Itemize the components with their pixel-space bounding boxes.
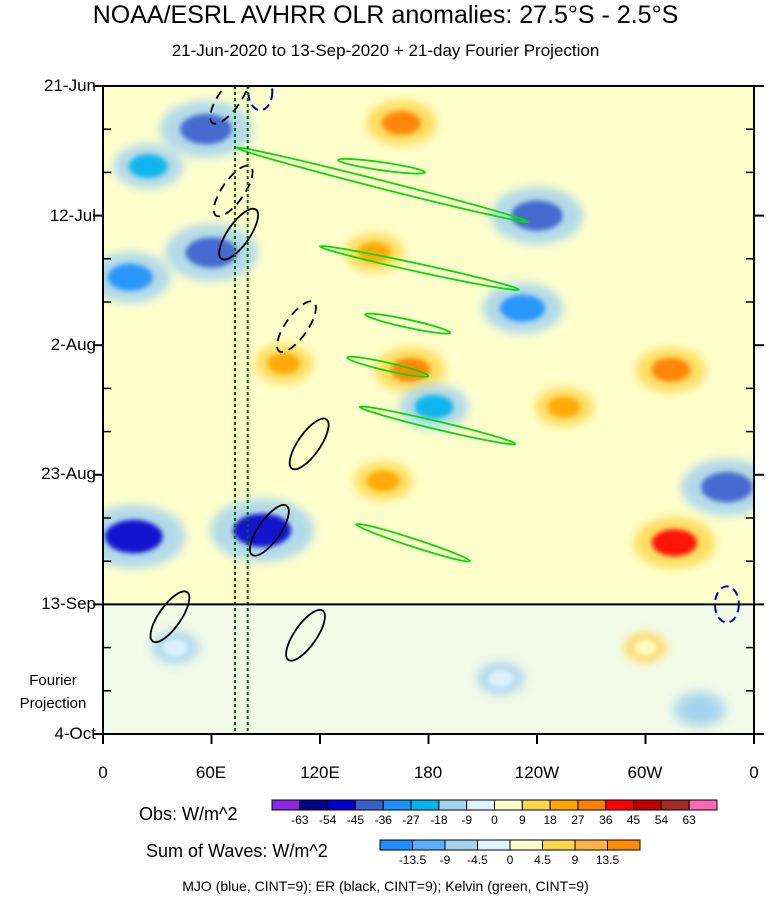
olr-anomaly-blob — [104, 519, 163, 554]
y-tick-label: 4-Oct — [54, 724, 96, 743]
x-tick-label: 0 — [98, 763, 108, 782]
olr-anomaly-blob — [651, 358, 691, 382]
wave-contours — [149, 86, 740, 734]
obs-colorbar-title: Obs: W/m^2 — [139, 804, 238, 824]
olr-anomaly-blob — [499, 294, 546, 322]
olr-anomaly-blob — [381, 111, 421, 135]
kelvin-contour — [358, 405, 517, 446]
chart-title: NOAA/ESRL AVHRR OLR anomalies: 27.5°S - … — [92, 1, 679, 29]
er-contour — [288, 417, 330, 471]
plot-axes — [93, 85, 764, 744]
fourier-label-line1: Fourier — [29, 672, 77, 689]
x-tick-label: 120W — [514, 763, 560, 782]
kelvin-contour — [337, 157, 426, 175]
x-tick-label: 0 — [749, 763, 759, 782]
y-tick-label: 13-Sep — [41, 594, 96, 613]
wave-legend-text: MJO (blue, CINT=9); ER (black, CINT=9); … — [182, 878, 589, 894]
mjo-contour — [247, 86, 274, 112]
kelvin-contour — [235, 146, 529, 223]
er-contour — [218, 207, 259, 261]
er-contour — [149, 590, 191, 644]
fourier-label-line2: Projection — [19, 695, 87, 712]
kelvin-contour — [346, 355, 430, 378]
olr-anomaly-blob — [366, 470, 400, 492]
olr-anomaly-blob — [162, 638, 189, 657]
kelvin-contour — [319, 245, 520, 291]
er-contour — [249, 504, 290, 557]
olr-anomaly-blob — [267, 353, 301, 374]
x-tick-label: 180 — [413, 763, 443, 782]
olr-anomaly-blob — [414, 395, 454, 419]
er-contour — [285, 608, 326, 662]
olr-anomaly-blob — [390, 358, 430, 382]
olr-anomaly-blob — [701, 472, 753, 503]
y-tick-label: 12-Jul — [49, 206, 96, 225]
anomaly-field — [103, 100, 754, 734]
x-tick-label: 120E — [300, 763, 340, 782]
olr-anomaly-blob — [180, 114, 232, 145]
olr-anomaly-blob — [633, 639, 658, 656]
y-tick-label: 23-Aug — [41, 464, 96, 483]
olr-anomaly-blob — [487, 669, 514, 688]
x-tick-label: 60E — [195, 763, 227, 782]
kelvin-contour — [355, 522, 472, 563]
olr-anomaly-blob — [185, 237, 238, 268]
kelvin-contour — [364, 312, 452, 335]
waves-colorbar-title: Sum of Waves: W/m^2 — [146, 841, 328, 861]
olr-anomaly-blob — [651, 529, 698, 557]
er-contour — [276, 300, 317, 353]
er-contour — [212, 164, 254, 218]
olr-anomaly-blob — [128, 154, 168, 179]
er-contour — [209, 86, 250, 125]
olr-anomaly-blob — [511, 200, 563, 231]
projection-background — [103, 604, 754, 734]
olr-anomaly-blob — [685, 699, 715, 719]
olr-anomaly-blob — [357, 242, 391, 263]
y-tick-label: 21-Jun — [44, 76, 96, 95]
x-tick-label: 60W — [627, 763, 663, 782]
olr-anomaly-blob — [547, 396, 581, 418]
olr-anomaly-blob — [107, 263, 153, 291]
chart-subtitle: 21-Jun-2020 to 13-Sep-2020 + 21-day Four… — [171, 41, 600, 60]
y-tick-label: 2-Aug — [50, 335, 96, 354]
